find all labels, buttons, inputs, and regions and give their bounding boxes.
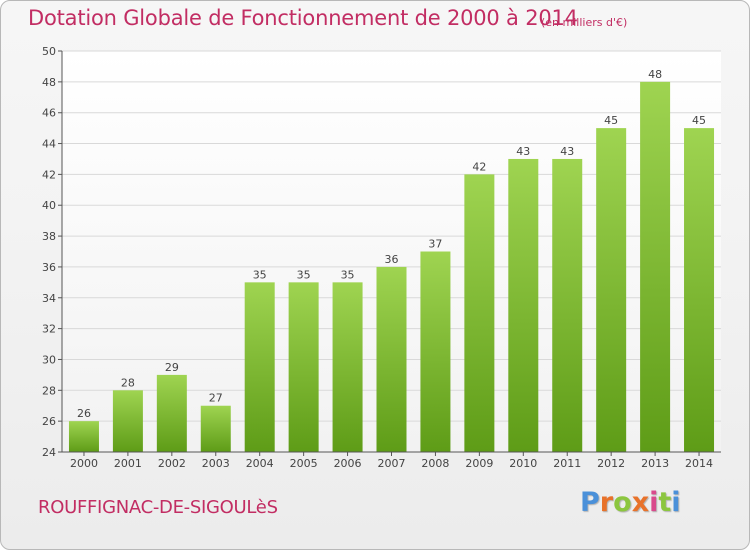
y-tick-label: 34 bbox=[42, 292, 56, 305]
bar-2014 bbox=[684, 128, 715, 452]
x-tick-label: 2002 bbox=[158, 457, 186, 470]
value-label: 48 bbox=[648, 68, 662, 81]
y-tick-label: 26 bbox=[42, 415, 56, 428]
value-label: 36 bbox=[385, 253, 399, 266]
logo-letter: t bbox=[658, 487, 672, 518]
value-label: 29 bbox=[165, 361, 179, 374]
value-label: 27 bbox=[209, 392, 223, 405]
value-label: 26 bbox=[77, 407, 91, 420]
y-tick-label: 38 bbox=[42, 230, 56, 243]
bars bbox=[68, 81, 715, 452]
x-tick-label: 2006 bbox=[334, 457, 362, 470]
logo-letter: r bbox=[599, 487, 614, 518]
bar-2008 bbox=[420, 251, 451, 452]
value-label: 28 bbox=[121, 376, 135, 389]
y-tick-label: 44 bbox=[42, 138, 56, 151]
bar-2013 bbox=[640, 81, 671, 452]
logo-letter: o bbox=[613, 487, 632, 518]
bar-2004 bbox=[244, 282, 275, 452]
logo-letter: x bbox=[631, 487, 650, 518]
x-tick-label: 2014 bbox=[685, 457, 713, 470]
y-tick-label: 24 bbox=[42, 446, 56, 459]
value-label: 35 bbox=[341, 268, 355, 281]
x-tick-label: 2001 bbox=[114, 457, 142, 470]
x-tick-label: 2003 bbox=[202, 457, 230, 470]
y-tick-label: 40 bbox=[42, 199, 56, 212]
value-label: 45 bbox=[692, 114, 706, 127]
bar-2010 bbox=[508, 158, 539, 452]
logo-letter: i bbox=[671, 487, 681, 518]
bar-2005 bbox=[288, 282, 319, 452]
value-label: 35 bbox=[297, 268, 311, 281]
y-tick-label: 42 bbox=[42, 168, 56, 181]
x-tick-label: 2005 bbox=[290, 457, 318, 470]
bar-2011 bbox=[552, 158, 583, 452]
x-tick-label: 2008 bbox=[421, 457, 449, 470]
y-tick-label: 46 bbox=[42, 107, 56, 120]
bar-2003 bbox=[200, 405, 231, 452]
x-tick-label: 2009 bbox=[465, 457, 493, 470]
y-tick-label: 48 bbox=[42, 76, 56, 89]
bar-2000 bbox=[68, 421, 99, 452]
chart-title: Dotation Globale de Fonctionnement de 20… bbox=[28, 6, 578, 30]
logo-letter: i bbox=[649, 487, 659, 518]
x-tick-label: 2011 bbox=[553, 457, 581, 470]
value-label: 45 bbox=[604, 114, 618, 127]
commune-name: ROUFFIGNAC-DE-SIGOULèS bbox=[38, 497, 278, 518]
y-axis-ticks: 24 26 28 30 32 34 36 38 40 42 44 46 48 50 bbox=[42, 45, 62, 459]
value-labels: 26 28 29 27 35 35 35 36 37 42 43 43 45 48 45 bbox=[77, 68, 706, 420]
x-tick-label: 2004 bbox=[246, 457, 274, 470]
logo-letter: P bbox=[580, 487, 600, 518]
x-tick-label: 2013 bbox=[641, 457, 669, 470]
y-tick-label: 50 bbox=[42, 45, 56, 58]
x-axis-ticks: 2000 2001 2002 2003 2004 2005 2006 2007 2008 2009… bbox=[70, 452, 713, 470]
y-tick-label: 28 bbox=[42, 384, 56, 397]
y-tick-label: 32 bbox=[42, 323, 56, 336]
value-label: 42 bbox=[472, 160, 486, 173]
bar-2006 bbox=[332, 282, 363, 452]
x-tick-label: 2000 bbox=[70, 457, 98, 470]
bar-2001 bbox=[112, 390, 143, 452]
value-label: 37 bbox=[428, 238, 442, 251]
proxiti-logo: Proxiti bbox=[580, 487, 681, 518]
value-label: 43 bbox=[516, 145, 530, 158]
bar-2007 bbox=[376, 266, 407, 452]
y-tick-label: 30 bbox=[42, 353, 56, 366]
y-tick-label: 36 bbox=[42, 261, 56, 274]
value-label: 43 bbox=[560, 145, 574, 158]
x-tick-label: 2012 bbox=[597, 457, 625, 470]
chart-subtitle: (en milliers d'€) bbox=[541, 16, 628, 29]
x-tick-label: 2007 bbox=[378, 457, 406, 470]
bar-2012 bbox=[596, 128, 627, 452]
x-tick-label: 2010 bbox=[509, 457, 537, 470]
bar-2002 bbox=[156, 374, 187, 452]
bar-2009 bbox=[464, 174, 495, 452]
value-label: 35 bbox=[253, 268, 267, 281]
